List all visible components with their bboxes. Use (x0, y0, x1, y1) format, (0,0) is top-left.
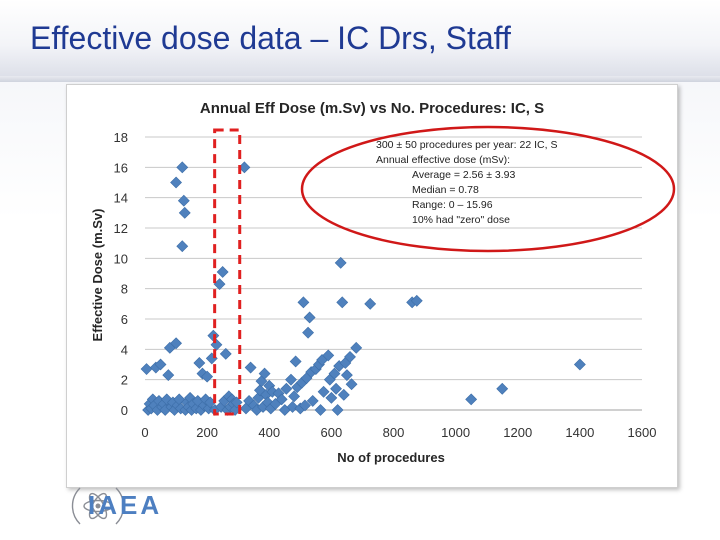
data-point (331, 404, 344, 416)
x-tick-label: 200 (196, 425, 218, 440)
data-point (176, 240, 189, 253)
data-point (340, 369, 353, 382)
data-point (286, 401, 299, 413)
data-point (302, 326, 315, 339)
data-point (344, 350, 356, 363)
y-tick-label: 12 (114, 221, 128, 236)
data-point (410, 294, 423, 307)
callout-line: Median = 0.78 (412, 184, 479, 196)
data-point (170, 176, 182, 189)
data-point (573, 358, 586, 371)
chart-frame (66, 84, 678, 488)
title-bar (0, 0, 720, 83)
data-point (210, 338, 223, 351)
y-tick-label: 4 (121, 342, 128, 357)
y-tick-labels: 0 2 4 6 8 10 12 14 16 18 (114, 130, 128, 418)
chart-title: Annual Eff Dose (m.Sv) vs No. Procedures… (200, 100, 544, 117)
data-point (328, 367, 341, 380)
callout-line: Average = 2.56 ± 3.93 (412, 169, 516, 181)
summary-callout: 300 ± 50 procedures per year: 22 IC, S A… (376, 138, 616, 228)
data-point (285, 373, 297, 386)
callout-line: Range: 0 – 15.96 (412, 199, 493, 211)
data-point (275, 393, 288, 406)
data-point (303, 311, 316, 324)
callout-line: 10% had "zero" dose (412, 214, 510, 226)
callout-line: 300 ± 50 procedures per year: 22 IC, S (376, 139, 558, 151)
data-point (216, 266, 229, 278)
data-point (317, 385, 330, 398)
x-tick-label: 1400 (565, 425, 594, 440)
chart-points (140, 161, 586, 416)
data-point (162, 369, 175, 382)
data-point (345, 378, 358, 391)
data-point (314, 404, 327, 416)
x-tick-label: 1200 (503, 425, 532, 440)
data-point (350, 341, 363, 354)
data-point (177, 194, 190, 207)
x-axis-label: No of procedures (337, 450, 445, 465)
data-point (297, 296, 310, 309)
data-point (289, 355, 302, 368)
data-point (140, 363, 153, 375)
callout-line: Annual effective dose (mSv): (376, 154, 511, 166)
y-tick-label: 6 (121, 312, 128, 327)
data-point (154, 358, 167, 371)
x-tick-label: 1600 (628, 425, 657, 440)
data-point (219, 347, 232, 360)
data-point (176, 161, 189, 174)
data-point (325, 391, 338, 404)
y-tick-label: 0 (121, 403, 128, 418)
data-point (178, 206, 191, 219)
y-tick-label: 14 (114, 191, 128, 206)
y-tick-label: 10 (114, 251, 128, 266)
slide-title: Effective dose data – IC Drs, Staff (30, 20, 511, 56)
data-point (299, 399, 311, 412)
y-tick-label: 18 (114, 130, 128, 145)
data-point (244, 361, 257, 374)
data-point (201, 370, 214, 383)
chart-gridlines (145, 136, 642, 411)
data-point (334, 256, 347, 269)
x-tick-label: 400 (258, 425, 280, 440)
x-tick-labels: 0 200 400 600 800 1000 1200 1400 1600 (141, 425, 656, 440)
data-point (193, 357, 206, 369)
data-point (322, 349, 335, 362)
y-tick-label: 2 (121, 373, 128, 388)
iaea-atom-emblem-icon (71, 487, 125, 525)
data-point (258, 367, 271, 380)
y-tick-label: 8 (121, 282, 128, 297)
iaea-logo-text: IAEA (88, 490, 163, 520)
data-point (337, 388, 350, 401)
data-point (496, 382, 509, 395)
data-point (170, 337, 182, 350)
y-axis-label: Effective Dose (m.Sv) (90, 209, 105, 342)
x-tick-label: 800 (383, 425, 405, 440)
data-point (306, 394, 319, 407)
x-tick-label: 0 (141, 425, 148, 440)
data-point (288, 390, 301, 403)
data-point (330, 382, 342, 395)
data-point (280, 382, 293, 395)
summary-ellipse (300, 125, 676, 253)
highlight-box (213, 128, 242, 416)
x-tick-label: 600 (321, 425, 343, 440)
data-point (336, 296, 349, 309)
data-point (465, 393, 478, 406)
x-tick-label: 1000 (441, 425, 470, 440)
y-tick-label: 16 (114, 160, 128, 175)
data-point (364, 297, 377, 310)
